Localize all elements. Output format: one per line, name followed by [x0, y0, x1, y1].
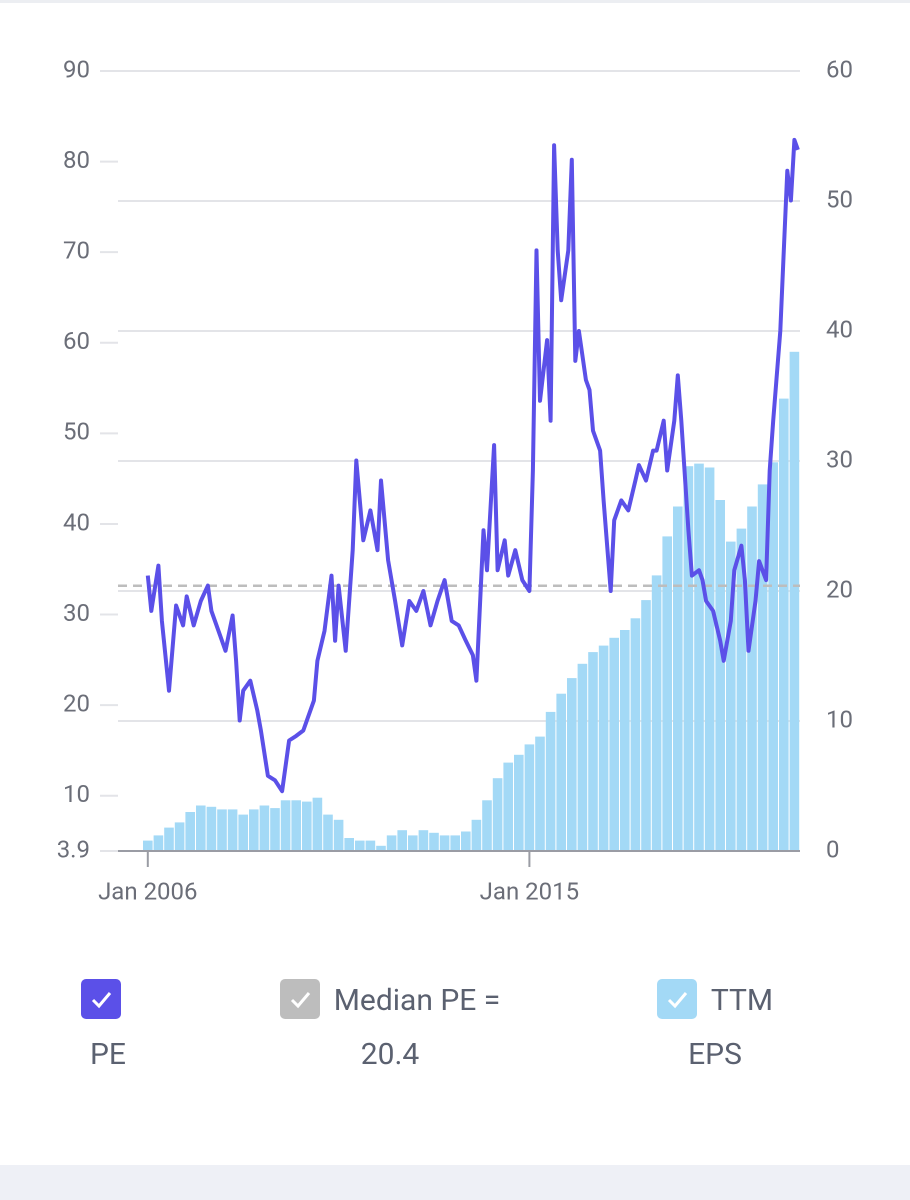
eps-bar	[726, 541, 736, 851]
y2-tick-label: 0	[826, 835, 840, 863]
eps-bar	[514, 754, 524, 851]
eps-bar	[333, 819, 344, 851]
legend-eps[interactable]: TTM EPS	[635, 974, 795, 1082]
eps-bar	[620, 630, 630, 851]
eps-bar	[736, 528, 747, 851]
eps-bar	[344, 838, 354, 851]
eps-bar	[651, 575, 662, 851]
eps-bar	[630, 618, 641, 851]
x-tick-label: Jan 2015	[480, 877, 579, 905]
eps-bar	[355, 840, 365, 851]
eps-bar	[185, 812, 195, 851]
y-tick-label: 40	[63, 508, 90, 536]
y-tick-label: 30	[63, 599, 90, 627]
eps-bar	[482, 800, 492, 851]
checkbox[interactable]	[81, 979, 121, 1020]
eps-bar	[365, 840, 376, 851]
eps-bar	[492, 778, 503, 851]
eps-bar	[779, 398, 789, 851]
eps-bar	[174, 822, 185, 851]
eps-bar	[153, 835, 164, 851]
legend-median[interactable]: Median PE = 20.4	[255, 974, 525, 1082]
legend-label: TTM EPS	[688, 983, 774, 1072]
eps-bar	[577, 663, 588, 851]
checkbox[interactable]	[656, 979, 697, 1020]
eps-bar	[545, 711, 556, 851]
y2-tick-label: 30	[826, 445, 853, 473]
y-tick-label: 10	[63, 780, 90, 808]
eps-bar	[757, 484, 768, 851]
eps-bar	[609, 637, 619, 851]
eps-bar	[461, 831, 471, 851]
y-tick-label: 3.9	[57, 835, 90, 863]
eps-bar	[535, 736, 545, 851]
eps-bar	[704, 467, 715, 851]
eps-bar	[323, 814, 333, 851]
y2-tick-label: 50	[826, 185, 853, 213]
y2-tick-label: 40	[826, 315, 853, 343]
eps-bar	[217, 809, 227, 851]
eps-bar	[471, 819, 482, 851]
eps-bar	[259, 805, 270, 851]
legend-pe[interactable]: PE	[68, 974, 148, 1082]
eps-bar	[673, 506, 683, 851]
eps-bar	[789, 351, 800, 851]
eps-bar	[567, 678, 577, 851]
eps-bar	[249, 809, 259, 851]
eps-bar	[450, 835, 460, 851]
chart: 0 10 20 30 40 50 60 3.9 10 20 30 40 50 60 70 80 90 Jan 20…	[57, 55, 853, 905]
eps-bar	[376, 845, 386, 851]
eps-bar	[800, 88, 810, 851]
y-tick-label: 70	[63, 237, 90, 265]
pe-line	[145, 137, 800, 794]
eps-bar	[694, 463, 704, 851]
eps-bar	[662, 536, 672, 851]
eps-bar	[196, 805, 206, 851]
eps-bar	[715, 500, 725, 851]
footer-band	[0, 1165, 910, 1200]
eps-bar	[270, 808, 280, 851]
eps-bar	[683, 466, 694, 851]
eps-bar	[143, 840, 153, 851]
y-tick-label: 50	[63, 418, 90, 446]
eps-bar	[429, 832, 439, 851]
eps-bar	[386, 835, 397, 851]
eps-bar	[312, 797, 323, 851]
y2-tick-label: 10	[826, 705, 853, 733]
eps-bar	[556, 693, 566, 851]
eps-bar	[164, 827, 174, 851]
eps-bar	[206, 806, 217, 851]
eps-bar	[408, 835, 418, 851]
y2-tick-label: 60	[826, 55, 853, 83]
eps-bar	[598, 645, 609, 851]
eps-bar	[524, 744, 535, 851]
eps-bar	[747, 506, 757, 851]
legend-label: PE	[90, 1037, 126, 1072]
eps-bar	[397, 830, 407, 851]
eps-bar	[238, 814, 248, 851]
legend-label: Median PE = 20.4	[333, 983, 501, 1072]
eps-bar	[291, 800, 301, 851]
y2-tick-label: 20	[826, 575, 853, 603]
eps-bar	[418, 830, 429, 851]
eps-bar	[280, 800, 291, 851]
eps-bar	[227, 809, 238, 851]
eps-bar	[588, 652, 598, 851]
y-tick-label: 60	[63, 327, 90, 355]
eps-bar	[302, 801, 312, 851]
y-tick-label: 90	[63, 55, 90, 83]
y-tick-label: 20	[63, 689, 90, 717]
eps-bar	[641, 600, 651, 851]
checkbox[interactable]	[279, 979, 320, 1020]
x-tick-label: Jan 2006	[98, 877, 197, 905]
top-border	[0, 0, 910, 3]
eps-bar	[768, 462, 778, 851]
eps-bar	[439, 835, 450, 851]
y-tick-label: 80	[63, 146, 90, 174]
eps-bar	[503, 762, 513, 851]
